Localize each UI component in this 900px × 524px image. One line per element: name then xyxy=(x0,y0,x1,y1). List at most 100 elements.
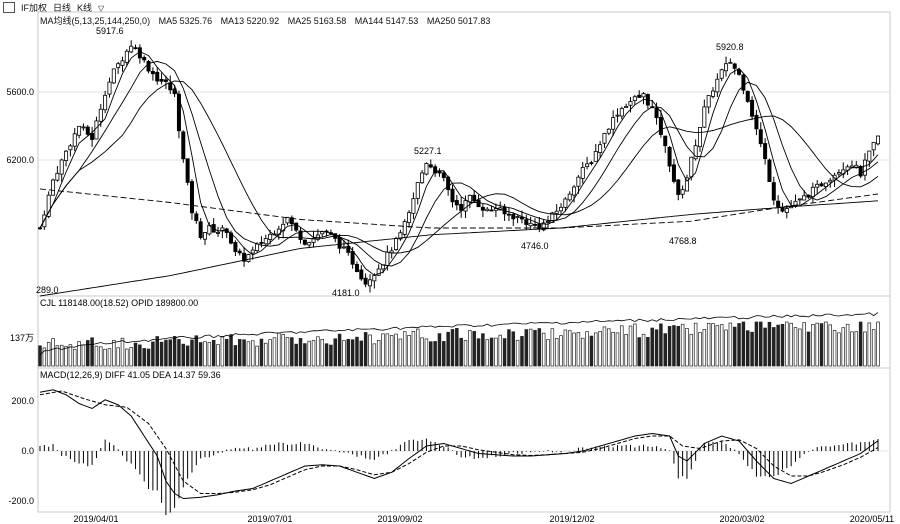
volume-bar xyxy=(159,341,164,367)
volume-bar xyxy=(463,340,468,367)
volume-bar xyxy=(637,337,641,367)
candle-body xyxy=(628,101,633,106)
candle-body xyxy=(411,198,416,214)
volume-bar xyxy=(685,328,689,367)
candle-body xyxy=(771,182,776,201)
volume-bar xyxy=(811,324,815,367)
candle-body xyxy=(576,176,581,187)
volume-bar xyxy=(494,337,498,367)
candle-body xyxy=(194,213,199,222)
volume-bar xyxy=(511,331,516,367)
volume-bar xyxy=(641,333,646,367)
volume-bar xyxy=(316,336,320,367)
volume-bar xyxy=(268,339,272,367)
volume-bar xyxy=(99,346,103,367)
ma25-line xyxy=(39,80,879,254)
ma144-line xyxy=(39,188,879,229)
volume-bar xyxy=(407,335,411,367)
volume-bar xyxy=(598,331,602,367)
candle-body xyxy=(55,172,60,181)
volume-bar xyxy=(871,329,876,367)
volume-bar xyxy=(554,337,559,367)
candle-body xyxy=(532,223,537,226)
volume-bar xyxy=(798,328,802,367)
volume-bar xyxy=(237,339,242,367)
ma-legend-title[interactable]: MA均线(5,13,25,144,250,0) xyxy=(40,16,151,26)
volume-bars xyxy=(38,312,880,367)
volume-bar xyxy=(702,329,707,367)
candle-body xyxy=(658,116,663,135)
volume-bar xyxy=(146,348,151,367)
candle-body xyxy=(359,269,364,280)
volume-bar xyxy=(450,329,455,367)
candle-body xyxy=(372,275,377,282)
volume-bar xyxy=(112,339,116,367)
cjl-legend: CJL 118148.00(18.52) OPID 189800.00 xyxy=(40,298,198,308)
candle-body xyxy=(554,210,559,214)
volume-bar xyxy=(285,337,290,367)
volume-bar xyxy=(298,338,303,367)
volume-bar xyxy=(832,329,837,367)
candle-body xyxy=(763,143,768,160)
candle-body xyxy=(98,108,103,122)
volume-bar xyxy=(81,344,86,367)
volume-bar xyxy=(120,337,125,367)
volume-bar xyxy=(737,323,741,367)
candle-body xyxy=(828,179,833,183)
candle-body xyxy=(797,198,802,201)
volume-bar xyxy=(272,337,277,367)
candle-body xyxy=(750,99,755,117)
x-tick-label: 2020/05/11 xyxy=(850,514,894,524)
volume-bar xyxy=(190,339,194,367)
symbol-label[interactable]: IF加权 xyxy=(21,2,47,13)
volume-bar xyxy=(42,347,47,367)
indicator-select[interactable]: K线 ▽ xyxy=(77,2,105,13)
candle-body xyxy=(758,129,763,145)
candle-body xyxy=(876,135,881,145)
volume-bar xyxy=(628,325,633,367)
volume-bar xyxy=(164,339,168,367)
candle-body xyxy=(810,186,815,198)
candle-body xyxy=(528,222,533,227)
volume-bar xyxy=(567,330,572,367)
candle-body xyxy=(546,221,551,223)
candle-body xyxy=(68,145,73,151)
x-tick-label: 2020/03/02 xyxy=(719,514,764,524)
volume-bar xyxy=(155,336,159,367)
volume-bar xyxy=(86,340,90,367)
candle-body xyxy=(255,243,260,252)
macd-dea-line xyxy=(39,390,879,494)
candle-body xyxy=(489,209,494,212)
volume-bar xyxy=(151,341,155,367)
candle-body xyxy=(693,145,698,160)
volume-bar xyxy=(346,338,351,367)
price-tick-label: 5600.0 xyxy=(6,87,34,97)
volume-bar xyxy=(107,348,112,367)
macd-panel-frame xyxy=(37,367,891,513)
chart-mode-icon[interactable] xyxy=(3,1,15,13)
volume-bar xyxy=(789,322,793,367)
volume-bar xyxy=(615,332,620,367)
volume-bar xyxy=(732,326,737,367)
volume-bar xyxy=(776,324,780,367)
volume-bar xyxy=(507,329,511,367)
volume-bar xyxy=(863,331,867,367)
candle-body xyxy=(684,177,689,192)
x-tick-label: 2019/04/01 xyxy=(73,514,118,524)
volume-bar xyxy=(646,336,650,367)
volume-bar xyxy=(255,345,259,367)
volume-bar xyxy=(402,331,407,367)
volume-bar xyxy=(802,322,806,367)
low-annotation: 4768.8 xyxy=(669,236,697,246)
period-label[interactable]: 日线 xyxy=(53,2,72,13)
low-annotation: 289.0 xyxy=(36,285,59,295)
candle-body xyxy=(341,246,346,249)
volume-bar xyxy=(763,327,767,367)
candle-body xyxy=(237,250,242,254)
candle-body xyxy=(715,78,720,93)
candle-body xyxy=(198,221,203,239)
volume-bar xyxy=(133,342,138,367)
volume-bar xyxy=(138,344,142,367)
volume-bar xyxy=(611,331,615,367)
